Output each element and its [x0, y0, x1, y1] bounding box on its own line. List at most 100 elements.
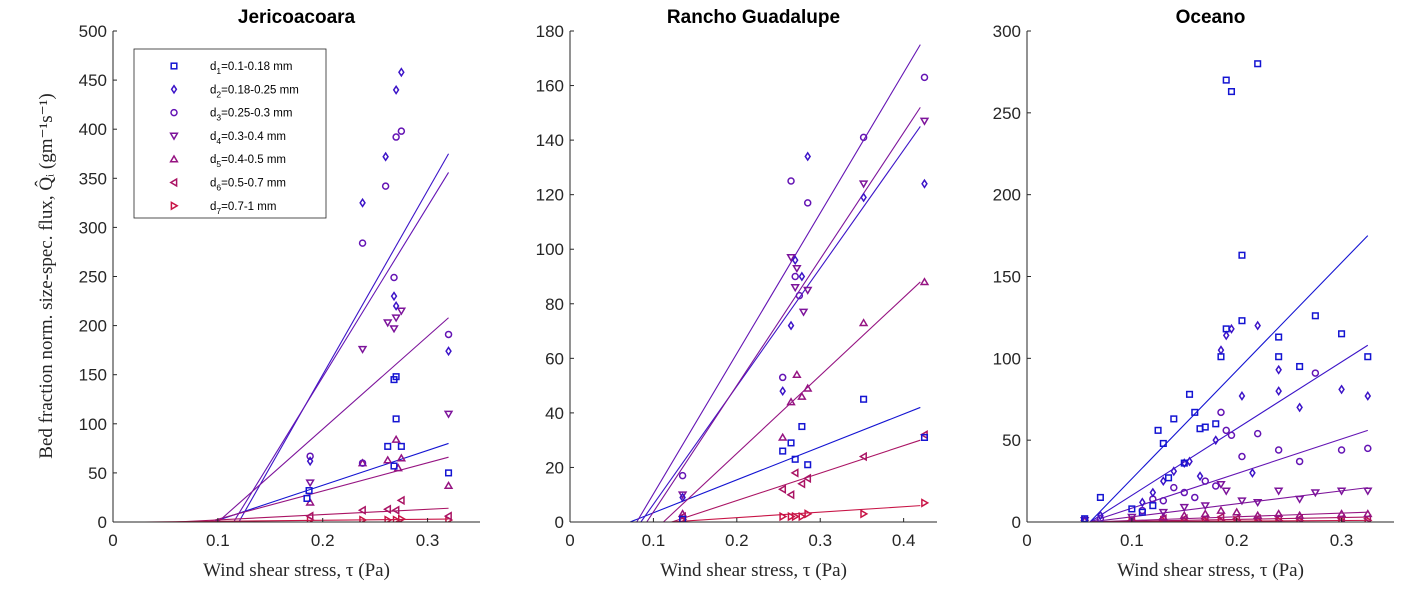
data-point-d3: [358, 459, 367, 467]
data-point-d4: [1294, 495, 1305, 504]
data-point-d1: [1128, 505, 1136, 513]
x-tick-label: 0.3: [808, 531, 832, 550]
data-point-d3: [306, 452, 314, 460]
data-point-d4: [792, 264, 802, 273]
data-point-d5: [1363, 509, 1373, 518]
data-point-d6: [1216, 512, 1225, 522]
data-point-d1: [1159, 439, 1167, 447]
data-point-d4: [803, 286, 813, 295]
data-point-d2: [1170, 466, 1178, 477]
data-point-d2: [1338, 384, 1345, 395]
y-tick-label: 120: [536, 186, 564, 205]
data-point-d1: [1238, 317, 1246, 325]
panel-rancho-guadalupe: 0 20 40 60 80 100 120 140 160 180 0 0.1 0.2 0.3 0.4 Ran…: [536, 7, 937, 581]
data-point-d2: [382, 151, 389, 162]
data-point-d4: [1158, 508, 1169, 517]
fit-line-d4: [646, 107, 921, 522]
data-point-d1: [1222, 325, 1230, 333]
y-tick-label: 80: [545, 295, 564, 314]
data-point-d1: [779, 447, 787, 455]
data-point-d1: [392, 415, 400, 423]
fit-line-d6: [671, 439, 921, 522]
panel-title: Rancho Guadalupe: [667, 7, 840, 28]
data-point-d5: [1294, 510, 1305, 519]
data-point-d2: [1222, 330, 1230, 341]
data-point-d6: [790, 468, 799, 478]
panel-title: Oceano: [1176, 7, 1246, 28]
data-point-d5: [1232, 507, 1242, 516]
data-point-d5: [1216, 505, 1226, 514]
data-point-d1: [1165, 474, 1173, 482]
x-tick-label: 0.2: [1225, 531, 1249, 550]
data-point-d7: [787, 511, 796, 522]
y-tick-label: 450: [79, 71, 107, 90]
legend-entry-d3: d3=0.25-0.3 mm: [210, 108, 292, 123]
data-point-d4: [790, 284, 800, 293]
data-point-d3: [358, 239, 367, 247]
data-point-d6: [357, 505, 366, 515]
y-tick-label: 50: [88, 464, 107, 483]
y-tick-label: 350: [79, 169, 107, 188]
y-tick-label: 40: [545, 404, 564, 423]
data-point-d2: [359, 197, 366, 208]
legend-marker-d7: [170, 201, 179, 211]
data-point-d7: [398, 514, 407, 522]
data-point-d1: [860, 395, 868, 403]
data-point-d1: [1238, 251, 1246, 259]
data-point-d3: [1253, 429, 1262, 438]
data-point-d3: [1274, 446, 1283, 454]
y-tick-label: 150: [993, 268, 1021, 287]
y-tick-label: 140: [536, 131, 564, 150]
legend-box: [133, 48, 327, 219]
data-point-d2: [1364, 391, 1372, 401]
data-point-d4: [1336, 487, 1347, 496]
data-point-d2: [798, 271, 806, 282]
data-point-d3: [1211, 482, 1220, 490]
y-tick-label: 250: [993, 104, 1021, 123]
data-point-d2: [1180, 458, 1188, 469]
panel-oceano: 0 50 100 150 200 250 300 0 0.1 0.2 0.3 Oceano Wind s…: [993, 7, 1394, 581]
data-point-d2: [779, 386, 786, 397]
data-point-d5: [305, 497, 315, 506]
y-tick-label: 150: [79, 366, 107, 385]
data-point-d4: [798, 308, 809, 317]
data-point-d2: [1275, 386, 1282, 397]
fit-line-d4: [1089, 487, 1368, 522]
data-point-d1: [305, 487, 313, 495]
data-point-d2: [1275, 364, 1282, 375]
data-point-d1: [787, 439, 795, 447]
y-tick-label: 500: [79, 22, 107, 41]
data-point-d2: [445, 346, 452, 357]
y-tick-label: 300: [79, 218, 107, 237]
y-tick-label: 0: [98, 513, 107, 532]
data-point-d5: [1273, 509, 1284, 518]
data-point-d1: [791, 455, 799, 463]
data-point-d7: [921, 498, 930, 508]
data-point-d7: [1201, 515, 1210, 522]
data-point-d4: [383, 319, 393, 328]
x-tick-label: 0: [565, 531, 574, 550]
data-point-d2: [787, 320, 795, 331]
legend-entry-d5: d5=0.4-0.5 mm: [210, 154, 286, 169]
data-point-d4: [391, 314, 401, 323]
x-axis-label: Wind shear stress, τ (Pa): [1117, 560, 1304, 581]
data-point-d1: [804, 461, 812, 469]
data-point-d6: [305, 511, 314, 521]
data-point-d5: [1158, 512, 1169, 521]
data-point-d5: [443, 480, 454, 490]
data-point-d3: [1217, 408, 1225, 417]
data-point-d3: [444, 330, 453, 339]
x-tick-label: 0.1: [642, 531, 666, 550]
data-point-d5: [919, 277, 930, 286]
data-point-d6: [443, 511, 452, 521]
data-point-d5: [1252, 510, 1263, 519]
x-tick-label: 0: [1022, 531, 1031, 550]
data-point-d4: [305, 479, 315, 488]
x-tick-label: 0.3: [1330, 531, 1354, 550]
data-point-d4: [1200, 502, 1210, 511]
data-point-d2: [392, 301, 400, 311]
data-point-d1: [1275, 353, 1283, 361]
legend-entry-d1: d1=0.1-0.18 mm: [210, 61, 292, 76]
data-layer: [629, 44, 930, 522]
data-point-d3: [1201, 477, 1210, 485]
